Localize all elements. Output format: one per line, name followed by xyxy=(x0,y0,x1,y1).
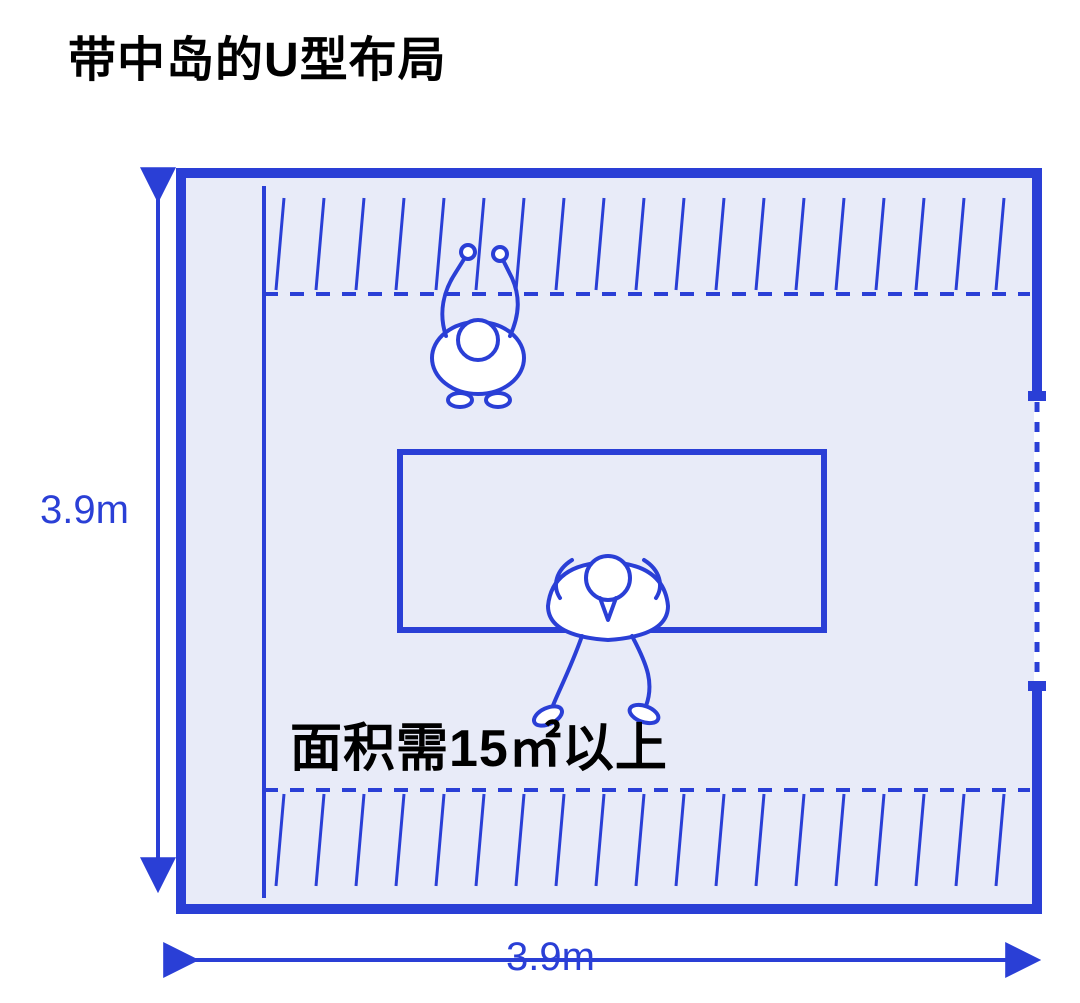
floor-plan-svg xyxy=(0,0,1080,1003)
floor-fill xyxy=(184,178,1034,906)
diagram-canvas: 带中岛的U型布局 xyxy=(0,0,1080,1003)
dimension-width-label: 3.9m xyxy=(506,935,595,980)
dimension-height-label: 3.9m xyxy=(40,488,129,533)
area-requirement-label: 面积需15㎡以上 xyxy=(290,706,668,781)
